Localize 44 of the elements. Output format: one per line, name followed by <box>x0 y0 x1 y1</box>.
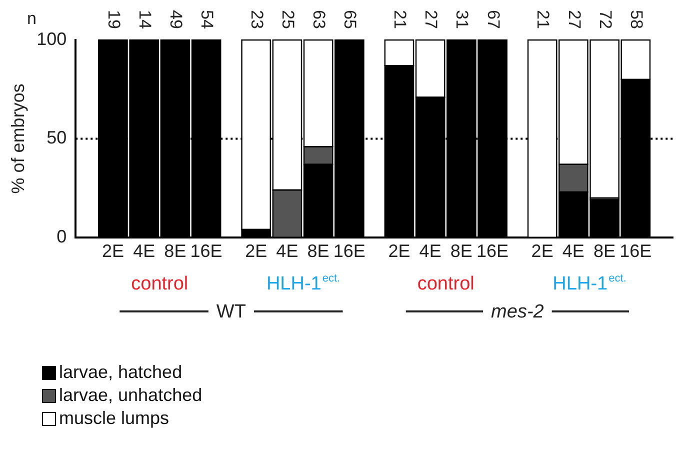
x-tick-label: 2E <box>388 241 410 262</box>
text: n <box>27 9 36 28</box>
x-tick-label: 8E <box>307 241 330 262</box>
x-tick-label: 4E <box>562 241 584 262</box>
text: 49 <box>166 10 186 29</box>
x-tick-label: 4E <box>419 241 442 262</box>
text: 27 <box>422 10 441 29</box>
text: WT <box>216 301 246 322</box>
x-tick-label: 2E <box>102 241 124 262</box>
x-tick-label: 8E <box>594 241 616 262</box>
x-tick-label: 4E <box>276 241 298 262</box>
x-tick-label: 2E <box>531 241 554 262</box>
x-tick-label: 16E <box>333 241 366 262</box>
text: 21 <box>534 10 553 29</box>
x-tick-label: 2E <box>245 241 268 262</box>
text: control <box>417 273 474 294</box>
text: 63 <box>310 10 329 29</box>
text: 14 <box>135 10 154 29</box>
text: 27 <box>564 10 584 29</box>
y-tick-label: 50 <box>46 128 67 148</box>
legend-label: larvae, hatched <box>59 362 182 383</box>
x-tick-label: 16E <box>620 241 652 262</box>
text: mes-2 <box>491 301 544 322</box>
text: 23 <box>247 10 266 29</box>
text: 19 <box>104 10 124 29</box>
y-tick-label: 0 <box>56 226 67 246</box>
text: 58 <box>626 10 646 29</box>
text: 31 <box>452 10 472 29</box>
text: 25 <box>278 10 298 29</box>
x-tick-label: 16E <box>476 241 509 262</box>
text: 65 <box>340 10 360 29</box>
text: 72 <box>596 10 615 29</box>
x-tick-label: 8E <box>164 241 186 262</box>
text: 21 <box>390 10 410 29</box>
y-axis-title: % of embryos <box>8 84 28 194</box>
text: 67 <box>484 10 503 29</box>
x-tick-label: 16E <box>190 241 222 262</box>
x-tick-label: 8E <box>450 241 472 262</box>
y-tick-label: 100 <box>36 28 67 49</box>
text: 54 <box>198 10 217 29</box>
legend-label: muscle lumps <box>59 408 170 429</box>
x-tick-label: 4E <box>133 241 156 262</box>
text: control <box>131 273 188 294</box>
legend-label: larvae, unhatched <box>59 385 202 406</box>
